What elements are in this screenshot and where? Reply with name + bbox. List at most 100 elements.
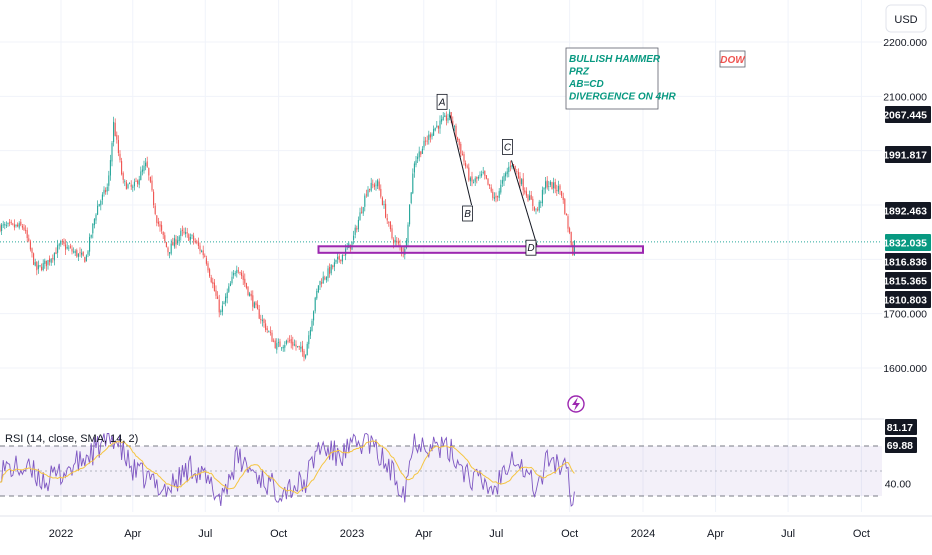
candle-body: [284, 345, 286, 348]
candle-body: [5, 225, 7, 226]
candle-body: [445, 115, 447, 121]
candle-body: [356, 228, 358, 230]
candle-body: [169, 252, 171, 254]
candle-body: [285, 340, 287, 344]
dow-label[interactable]: DOW: [719, 50, 746, 68]
candle-body: [108, 175, 110, 186]
candle-body: [177, 240, 179, 244]
candle-body: [124, 180, 126, 182]
candle-body: [543, 187, 545, 190]
candle-body: [365, 194, 367, 196]
lightning-icon[interactable]: [567, 395, 585, 413]
time-tick-label: 2024: [631, 528, 655, 540]
candle-body: [537, 209, 539, 211]
candle-body: [503, 175, 505, 182]
candle-body: [196, 241, 198, 243]
time-tick-label: Jul: [781, 528, 795, 540]
price-tick-label: 1700.000: [883, 309, 927, 321]
annotation-note[interactable]: BULLISH HAMMER PRZ AB=CD DIVERGENCE ON 4…: [565, 47, 676, 110]
candlestick-series: [0, 109, 575, 362]
candle-body: [15, 224, 17, 227]
candle-body: [71, 248, 73, 252]
candle-body: [473, 182, 475, 183]
candle-body: [415, 160, 417, 166]
candle-body: [162, 231, 164, 236]
candle-body: [277, 342, 279, 343]
rsi-tick-label: 40.00: [885, 479, 911, 491]
current-price-label: 1832.035: [883, 238, 927, 250]
candle-body: [508, 166, 510, 173]
annotation-note-box: [565, 47, 659, 110]
candle-body: [425, 140, 427, 142]
candle-body: [47, 260, 49, 265]
candle-body: [156, 215, 158, 223]
candle-body: [565, 213, 567, 216]
price-label-text: 1892.463: [883, 206, 927, 218]
pattern-point-label-b: B: [464, 209, 471, 220]
candle-body: [476, 176, 478, 179]
candle-body: [74, 250, 76, 254]
candle-body: [50, 259, 52, 263]
rsi-indicator-label[interactable]: RSI (14, close, SMA, 14, 2): [5, 433, 138, 445]
candle-body: [397, 241, 399, 244]
candle-body: [375, 184, 377, 186]
note-line-prz: PRZ: [569, 67, 590, 78]
candle-body: [186, 232, 188, 234]
note-line-bullish-hammer: BULLISH HAMMER: [569, 54, 661, 65]
time-tick-label: Jul: [198, 528, 212, 540]
candle-body: [573, 241, 575, 256]
candle-body: [554, 181, 556, 189]
candle-body: [500, 184, 502, 193]
pattern-point-box: [462, 205, 473, 222]
candle-body: [4, 223, 6, 226]
time-axis[interactable]: 2022 Apr Jul Oct 2023 Apr Jul Oct 2024 Apr Jul Oct: [0, 515, 932, 540]
candle-body: [484, 170, 486, 176]
candle-body: [465, 163, 467, 167]
candle-body: [377, 180, 379, 187]
candle-body: [82, 251, 84, 256]
candle-body: [49, 258, 51, 262]
candle-body: [450, 112, 452, 121]
abcd-pattern[interactable]: A B C D: [436, 93, 538, 256]
candle-body: [322, 276, 324, 284]
candle-body: [17, 224, 19, 227]
candle-body: [340, 259, 342, 262]
price-label-text: 1816.836: [883, 257, 927, 269]
candle-body: [293, 344, 295, 346]
dow-label-text: DOW: [720, 55, 746, 66]
current-price-badge: [885, 234, 931, 251]
candle-body: [60, 241, 62, 245]
candle-body: [524, 190, 526, 193]
price-axis[interactable]: 2200.000 2100.000 1700.000 1600.000 2067.445…: [883, 0, 932, 550]
candle-body: [9, 222, 11, 224]
candle-body: [513, 164, 515, 165]
candle-body: [466, 166, 468, 168]
rsi-value-label: 81.17: [887, 422, 913, 434]
candle-body: [183, 231, 185, 233]
candle-body: [228, 286, 230, 292]
currency-button[interactable]: USD: [885, 4, 927, 33]
candle-body: [385, 203, 387, 218]
candle-body: [556, 190, 558, 191]
candle-body: [105, 190, 107, 193]
price-tick-label: 2100.000: [883, 91, 927, 103]
candle-body: [34, 262, 36, 266]
candle-body: [521, 179, 523, 185]
price-label-badge: [885, 291, 931, 308]
candle-body: [36, 261, 38, 271]
candle-body: [305, 354, 307, 358]
candle-body: [357, 219, 359, 230]
prz-zone-rectangle[interactable]: [317, 245, 644, 254]
candle-body: [474, 178, 476, 182]
candle-body: [65, 244, 67, 250]
candle-body: [205, 258, 207, 264]
candle-body: [269, 331, 271, 333]
candle-body: [361, 211, 363, 213]
candle-body: [461, 153, 463, 156]
candle-body: [87, 251, 89, 255]
candle-body: [7, 223, 9, 225]
candle-body: [161, 225, 163, 231]
candle-body: [393, 239, 395, 244]
